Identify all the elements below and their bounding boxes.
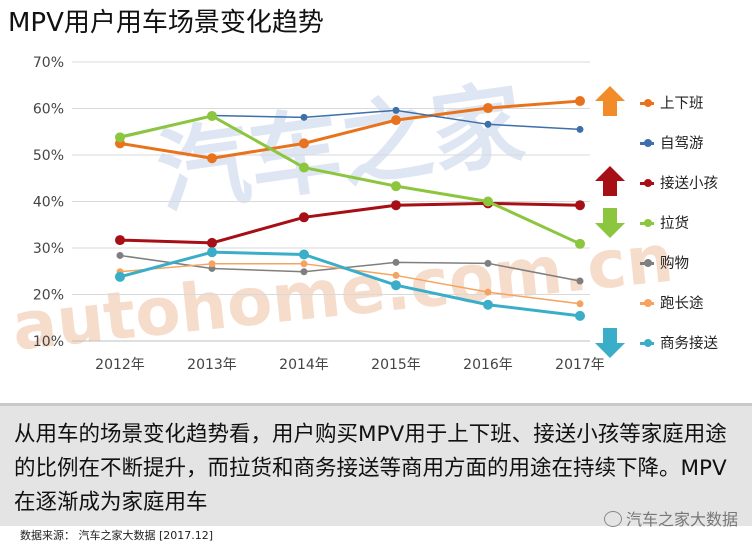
data-point: [208, 260, 216, 268]
data-point: [391, 181, 401, 192]
chart-title: MPV用户用车场景变化趋势: [8, 8, 324, 38]
data-point: [576, 300, 584, 308]
wechat-icon: [603, 511, 622, 527]
legend-dot: [644, 339, 652, 347]
legend-dot: [644, 179, 652, 187]
data-point: [392, 106, 400, 114]
data-point: [299, 249, 309, 260]
y-tick-label: 70%: [33, 55, 64, 71]
legend-dot: [644, 99, 652, 107]
data-point: [300, 113, 308, 121]
x-tick-label: 2015年: [371, 357, 421, 373]
data-point: [575, 200, 585, 211]
legend-item: 上下班: [594, 92, 752, 116]
y-tick-label: 10%: [33, 334, 64, 350]
data-point: [483, 196, 493, 207]
series-line: [119, 250, 581, 318]
data-point: [575, 96, 585, 107]
legend-item: 跑长途: [594, 292, 752, 316]
legend-label: 拉货: [660, 216, 689, 232]
legend-label: 上下班: [660, 96, 704, 112]
series-line: [119, 114, 581, 246]
data-point: [207, 153, 217, 164]
data-point: [207, 110, 217, 121]
x-tick-label: 2016年: [463, 357, 513, 373]
data-point: [483, 103, 493, 114]
data-point: [115, 132, 125, 143]
x-tick-label: 2013年: [187, 357, 237, 373]
data-point: [392, 271, 400, 279]
data-point: [576, 277, 584, 285]
legend-item: 拉货: [594, 212, 752, 236]
x-tick-label: 2014年: [279, 357, 329, 373]
legend-dot: [644, 299, 652, 307]
legend-dot: [644, 139, 652, 147]
legend-item: 接送小孩: [594, 172, 752, 196]
y-tick-label: 50%: [33, 148, 64, 164]
data-point: [392, 258, 400, 266]
series-line: [119, 99, 581, 160]
arrow-down-icon: [595, 328, 625, 358]
line-chart: 汽车之家autohome.com.cn10%20%30%40%50%60%70%…: [9, 55, 677, 373]
data-point: [116, 251, 124, 259]
legend-item: 自驾游: [594, 132, 752, 156]
data-point: [299, 212, 309, 223]
legend-dot: [644, 259, 652, 267]
x-tick-label: 2012年: [95, 357, 145, 373]
data-point: [115, 271, 125, 282]
brand-label: 汽车之家大数据: [625, 510, 738, 529]
legend-label: 跑长途: [660, 296, 704, 312]
x-tick-label: 2017年: [555, 357, 605, 373]
data-point: [575, 238, 585, 249]
caption-text: 从用车的场景变化趋势看，用户购买MPV用于上下班、接送小孩等家庭用途的比例在不断…: [14, 422, 727, 515]
y-tick-label: 60%: [33, 102, 64, 118]
y-tick-label: 40%: [33, 195, 64, 211]
data-point: [391, 200, 401, 211]
y-tick-label: 30%: [33, 241, 64, 257]
data-point: [575, 310, 585, 321]
arrow-down-icon: [595, 208, 625, 238]
data-point: [484, 288, 492, 296]
source-note: 数据来源： 汽车之家大数据 [2017.12]: [20, 529, 214, 542]
data-point: [484, 259, 492, 267]
legend-label: 接送小孩: [660, 176, 718, 192]
legend-label: 购物: [660, 256, 689, 272]
chart-legend: 上下班自驾游接送小孩拉货购物跑长途商务接送: [594, 90, 744, 380]
series-line: [119, 201, 581, 245]
data-point: [300, 268, 308, 276]
legend-item: 商务接送: [594, 332, 752, 356]
data-point: [207, 247, 217, 258]
legend-item: 购物: [594, 252, 752, 276]
brand-badge: 汽车之家大数据: [603, 506, 738, 530]
series-line: [119, 254, 581, 282]
data-point: [391, 115, 401, 126]
data-point: [299, 162, 309, 173]
data-point: [299, 138, 309, 149]
arrow-up-icon: [595, 86, 625, 116]
y-tick-label: 20%: [33, 288, 64, 304]
data-point: [115, 235, 125, 246]
arrow-up-icon: [595, 166, 625, 196]
chart-area: 汽车之家 autohome.com.cn 10% 20% 30% 40% 50% 60% 70%…: [0, 40, 752, 400]
data-point: [207, 237, 217, 248]
data-point: [391, 280, 401, 291]
legend-label: 商务接送: [660, 336, 718, 352]
data-point: [484, 120, 492, 128]
caption-box: 从用车的场景变化趋势看，用户购买MPV用于上下班、接送小孩等家庭用途的比例在不断…: [0, 403, 752, 526]
data-point: [300, 260, 308, 268]
legend-dot: [644, 219, 652, 227]
data-point: [576, 125, 584, 133]
data-point: [483, 299, 493, 310]
legend-label: 自驾游: [660, 136, 704, 152]
